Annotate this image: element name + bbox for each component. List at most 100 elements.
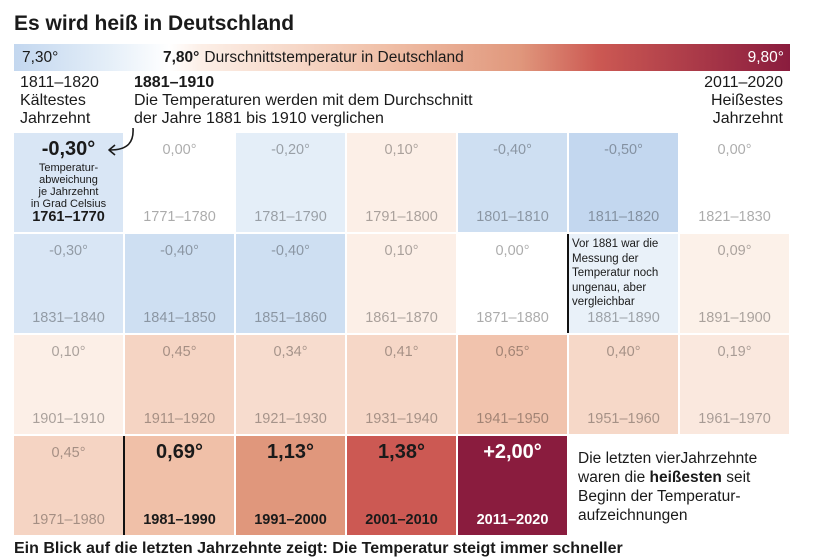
- reference-period-line2: der Jahre 1881 bis 1910 verglichen: [134, 110, 384, 127]
- decade-deviation-value: 0,19°: [717, 344, 752, 360]
- pre-1881-note-line: ungenau, aber: [572, 281, 647, 294]
- decade-label: 1931–1940: [365, 411, 438, 427]
- decade-deviation-value: 0,34°: [273, 344, 308, 360]
- hottest-decade-line2: Jahrzehnt: [712, 110, 783, 127]
- reference-period-line1: Die Temperaturen werden mit dem Durchsch…: [134, 92, 473, 109]
- hottest-decade-years: 2011–2020: [704, 74, 783, 91]
- decade-cell: 0,45° 1911–1920: [125, 335, 234, 434]
- conclusion-line4: aufzeichnungen: [578, 507, 688, 524]
- decade-cell: 0,34° 1921–1930: [236, 335, 345, 434]
- conclusion-text: Die letzten vierJahrzehnte waren die hei…: [578, 449, 757, 525]
- decade-cell: 0,10° 1791–1800: [347, 133, 456, 232]
- decade-cell: -0,30° 1831–1840: [14, 234, 123, 333]
- deviation-unit-note-line: in Grad Celsius: [30, 198, 107, 210]
- decade-label: 1771–1780: [143, 209, 216, 225]
- decade-deviation-value: -0,40°: [493, 142, 532, 158]
- decade-label: 2011–2020: [476, 512, 549, 528]
- reference-period-label: 1881–1910 Die Temperaturen werden mit de…: [134, 74, 473, 128]
- decade-label: 1881–1890: [587, 310, 660, 326]
- decade-label: 1791–1800: [365, 209, 438, 225]
- decade-deviation-value: -0,40°: [271, 243, 310, 259]
- deviation-unit-note-line: je Jahrzehnt: [38, 186, 99, 198]
- decade-label: 1861–1870: [365, 310, 438, 326]
- pre-1881-note-line: vergleichbar: [572, 296, 635, 309]
- decade-label: 1811–1820: [587, 209, 660, 225]
- decade-cell: 1881–1890: [569, 234, 678, 333]
- decade-cell: 1,13° 1991–2000: [236, 436, 345, 535]
- deviation-unit-note-line: Temperatur-: [38, 162, 99, 174]
- decade-cell: -0,20° 1781–1790: [236, 133, 345, 232]
- conclusion-line2: waren die heißesten seit: [578, 468, 757, 487]
- decade-cell: 0,40° 1951–1960: [569, 335, 678, 434]
- pre-1881-measurement-note: Vor 1881 war die Messung der Temperatur …: [572, 237, 676, 310]
- decade-cell: 1,38° 2001–2010: [347, 436, 456, 535]
- hottest-decade-label: 2011–2020 Heißestes Jahrzehnt: [704, 74, 783, 128]
- scale-average: 7,80° Durschnittstemperatur in Deutschlan…: [163, 44, 464, 71]
- decade-deviation-value: 0,00°: [495, 243, 530, 259]
- coldest-decade-label: 1811–1820 Kältestes Jahrzehnt: [20, 74, 99, 128]
- decade-label: 2001–2010: [365, 512, 438, 528]
- decade-label: 1981–1990: [143, 512, 216, 528]
- conclusion-line1: Die letzten vierJahrzehnte: [578, 450, 758, 467]
- conclusion-line2-end: seit: [726, 469, 751, 486]
- decade-label: 1831–1840: [32, 310, 105, 326]
- decade-cell: 0,19° 1961–1970: [680, 335, 789, 434]
- scale-max-label: 9,80°: [747, 49, 784, 66]
- scale-min-label: 7,30°: [22, 49, 59, 66]
- deviation-unit-note-line: abweichung: [39, 174, 98, 186]
- decade-label: 1901–1910: [32, 411, 105, 427]
- decade-deviation-value: 0,00°: [717, 142, 752, 158]
- decade-deviation-value: 0,45°: [162, 344, 197, 360]
- decade-deviation-value: 0,10°: [384, 243, 419, 259]
- reference-period-years: 1881–1910: [134, 74, 215, 91]
- decade-label: 1821–1830: [698, 209, 771, 225]
- decade-deviation-value: -0,40°: [160, 243, 199, 259]
- pre-1881-note-line: Vor 1881 war die: [572, 238, 659, 250]
- curved-arrow-icon: [108, 127, 134, 156]
- decade-label: 1781–1790: [254, 209, 327, 225]
- coldest-decade-line2: Jahrzehnt: [20, 110, 91, 127]
- decade-label: 1841–1850: [143, 310, 216, 326]
- decade-label: 1801–1810: [476, 209, 549, 225]
- measurement-era-divider: [567, 234, 569, 333]
- decade-deviation-value: 0,69°: [156, 441, 203, 463]
- decade-deviation-value: 1,13°: [267, 441, 314, 463]
- last-four-decades-divider: [123, 436, 125, 535]
- decade-cell: -0,40° 1851–1860: [236, 234, 345, 333]
- decade-label: 1871–1880: [476, 310, 549, 326]
- decade-cell: 0,10° 1901–1910: [14, 335, 123, 434]
- decade-label: 1951–1960: [587, 411, 660, 427]
- decade-label: 1891–1900: [698, 310, 771, 326]
- decade-deviation-value: 0,45°: [51, 445, 86, 461]
- decade-cell: -0,40° 1801–1810: [458, 133, 567, 232]
- decade-cell: 0,45° 1971–1980: [14, 436, 123, 535]
- decade-label: 1971–1980: [32, 512, 105, 528]
- decade-deviation-value: 0,65°: [495, 344, 530, 360]
- footer-text: Ein Blick auf die letzten Jahrzehnte zei…: [14, 540, 623, 557]
- decade-deviation-value: 0,10°: [51, 344, 86, 360]
- decade-deviation-value: -0,30°: [49, 243, 88, 259]
- decade-label: 1761–1770: [32, 209, 105, 225]
- decade-label: 1921–1930: [254, 411, 327, 427]
- decade-deviation-value: 0,41°: [384, 344, 419, 360]
- decade-cell: 0,00° 1771–1780: [125, 133, 234, 232]
- decade-cell: -0,30° 1761–1770: [14, 133, 123, 232]
- decade-deviation-value: +2,00°: [483, 441, 542, 463]
- scale-average-value: 7,80°: [163, 49, 200, 66]
- conclusion-line2-start: waren die: [578, 469, 646, 486]
- decade-label: 1991–2000: [254, 512, 327, 528]
- decade-deviation-value: -0,20°: [271, 142, 310, 158]
- decade-cell: 0,69° 1981–1990: [125, 436, 234, 535]
- decade-deviation-value: -0,50°: [604, 142, 643, 158]
- decade-cell: 0,65° 1941–1950: [458, 335, 567, 434]
- decade-cell: 0,09° 1891–1900: [680, 234, 789, 333]
- decade-cell: +2,00° 2011–2020: [458, 436, 567, 535]
- decade-label: 1941–1950: [476, 411, 549, 427]
- decade-cell: 0,00° 1821–1830: [680, 133, 789, 232]
- coldest-decade-years: 1811–1820: [20, 74, 99, 91]
- decade-deviation-value: -0,30°: [41, 138, 96, 160]
- decade-deviation-value: 0,40°: [606, 344, 641, 360]
- decade-cell: 0,10° 1861–1870: [347, 234, 456, 333]
- decade-deviation-value: 0,09°: [717, 243, 752, 259]
